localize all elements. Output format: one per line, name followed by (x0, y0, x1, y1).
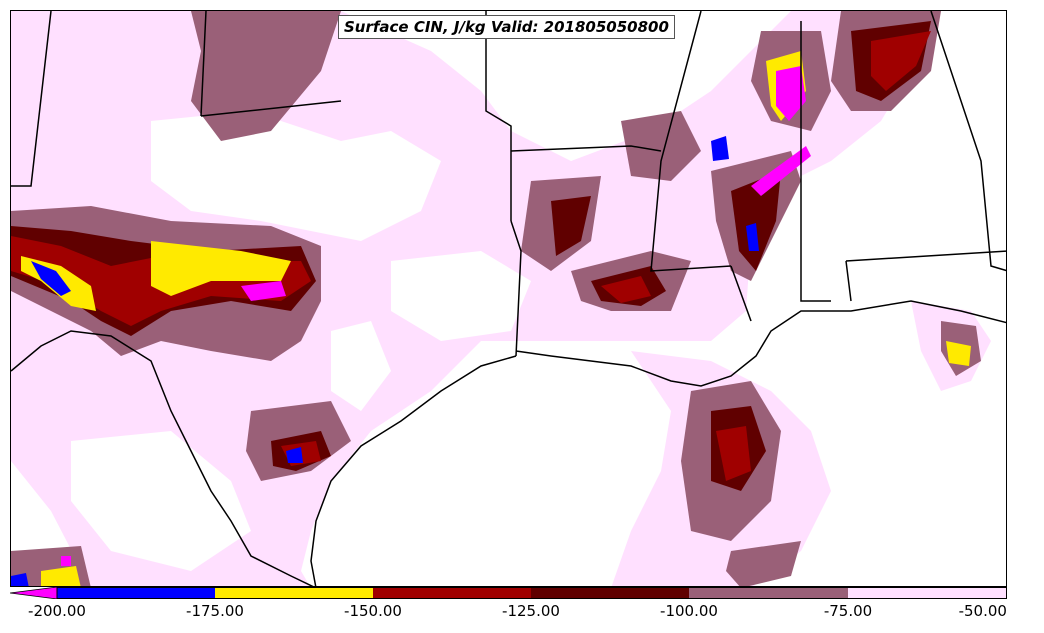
colorbar-label-4: -125.00 (502, 602, 560, 620)
colorbar (10, 587, 1007, 599)
colorbar-segment-5 (689, 587, 848, 599)
colorbar-extend-min (10, 587, 58, 599)
colorbar-label-7: -50.00 (958, 602, 1007, 620)
colorbar-label-3: -150.00 (344, 602, 402, 620)
colorbar-label-5: -100.00 (660, 602, 718, 620)
colorbar-label-6: -75.00 (823, 602, 873, 620)
state-boundaries (11, 11, 1006, 357)
colorbar-segment-3 (373, 587, 531, 599)
cin-holes (71, 31, 711, 571)
cin-band-magenta (61, 66, 811, 566)
colorbar-outline (56, 587, 1007, 599)
colorbar-label-1: -200.00 (28, 602, 86, 620)
colorbar-segment-2 (215, 587, 373, 599)
cin-band-blue (11, 136, 759, 586)
cin-map (11, 11, 1006, 586)
map-title: Surface CIN, J/kg Valid: 201805050800 (338, 15, 675, 39)
colorbar-segment-4 (531, 587, 689, 599)
colorbar-segment-1 (57, 587, 215, 599)
coastline (11, 300, 1006, 586)
map-panel (10, 10, 1007, 587)
colorbar-label-2: -175.00 (186, 602, 244, 620)
colorbar-segment-6 (848, 587, 1006, 599)
